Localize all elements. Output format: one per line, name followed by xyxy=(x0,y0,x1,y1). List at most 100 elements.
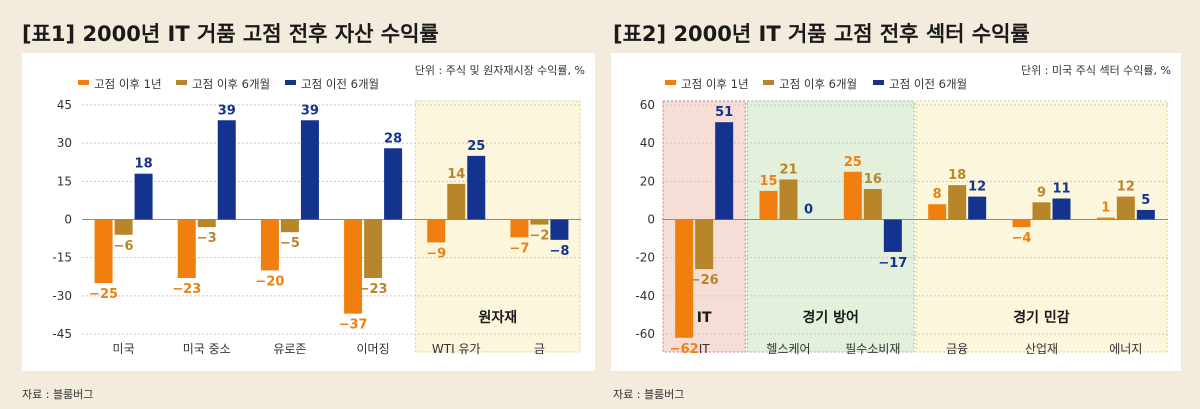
legend-swatch xyxy=(176,80,187,85)
chart1-svg: 원자재 45 30 15 0 -15 -30 -45 단위 : 주식 및 원자재시장 수익률, … xyxy=(52,64,585,356)
bar xyxy=(550,219,569,240)
y-tick-label: 15 xyxy=(57,174,72,188)
data-label: 14 xyxy=(447,167,465,182)
bar xyxy=(1032,202,1051,220)
data-label: 12 xyxy=(1117,180,1135,195)
x-tick-label: 금융 xyxy=(946,342,968,356)
bar xyxy=(177,219,196,279)
bar xyxy=(863,188,882,220)
bar xyxy=(197,219,216,228)
x-tick-label: 미국 중소 xyxy=(183,342,231,356)
bar xyxy=(300,120,319,220)
data-label: −4 xyxy=(1012,231,1032,246)
data-label: 18 xyxy=(135,157,153,172)
data-label: −23 xyxy=(359,282,388,297)
bar xyxy=(715,122,734,220)
group-label: 경기 민감 xyxy=(1013,309,1070,326)
data-label: 25 xyxy=(844,155,862,170)
chart2-source: 자료 : 블룸버그 xyxy=(613,388,685,401)
chart2-panel: IT 경기 방어 경기 민감 60 40 20 0 -20 -40 -60 단위 : 미국 주식 섹… xyxy=(611,53,1181,371)
bar xyxy=(447,183,466,220)
data-label: −26 xyxy=(690,273,719,288)
y-tick-label: -30 xyxy=(52,289,72,303)
legend-label: 고점 이후 6개월 xyxy=(192,77,270,91)
bar xyxy=(968,196,987,220)
bar xyxy=(1096,217,1115,220)
x-tick-label: WTI 유가 xyxy=(432,342,481,356)
legend-swatch xyxy=(873,80,884,85)
data-label: −17 xyxy=(878,256,907,271)
x-tick-label: IT xyxy=(699,342,711,356)
x-tick-label: 금 xyxy=(534,342,545,356)
legend-label: 고점 이전 6개월 xyxy=(301,77,379,91)
data-label: −9 xyxy=(426,246,446,261)
legend-label: 고점 이후 6개월 xyxy=(779,77,857,91)
y-tick-label: 30 xyxy=(57,136,72,150)
legend-swatch xyxy=(78,80,89,85)
bar xyxy=(94,219,113,284)
x-tick-label: 에너지 xyxy=(1109,342,1142,356)
bar xyxy=(467,155,486,220)
x-tick-label: 필수소비재 xyxy=(845,342,900,356)
y-tick-label: 60 xyxy=(640,98,655,112)
bar xyxy=(280,219,299,233)
data-label: −2 xyxy=(529,229,549,244)
x-tick-label: 유로존 xyxy=(273,342,306,356)
legend-swatch xyxy=(763,80,774,85)
data-label: 28 xyxy=(384,131,402,146)
bar xyxy=(883,219,902,252)
bar xyxy=(779,179,798,220)
chart1-source: 자료 : 블룸버그 xyxy=(22,388,94,401)
bar xyxy=(1116,196,1135,220)
data-label: 0 xyxy=(804,203,813,218)
chart1-panel: 원자재 45 30 15 0 -15 -30 -45 단위 : 주식 및 원자재시장 수익률, … xyxy=(22,53,595,371)
bar xyxy=(364,219,383,279)
bar xyxy=(260,219,279,271)
bar xyxy=(1136,209,1155,220)
data-label: 9 xyxy=(1037,185,1046,200)
bar xyxy=(530,219,549,225)
bar xyxy=(843,171,862,220)
x-tick-label: 이머징 xyxy=(357,342,390,356)
legend-swatch xyxy=(285,80,296,85)
chart1-title: [표1] 2000년 IT 거품 고점 전후 자산 수익률 xyxy=(22,22,439,46)
y-tick-label: 0 xyxy=(64,213,72,227)
data-label: 15 xyxy=(759,174,777,189)
group-label: IT xyxy=(697,310,712,326)
bar xyxy=(759,190,778,220)
data-label: −37 xyxy=(339,318,368,333)
bar xyxy=(344,219,363,314)
y-tick-label: -15 xyxy=(52,251,72,265)
data-label: 39 xyxy=(218,103,236,118)
data-label: 16 xyxy=(864,172,882,187)
y-tick-label: -45 xyxy=(52,327,72,341)
data-label: −6 xyxy=(114,239,134,254)
data-label: −62 xyxy=(670,342,699,357)
y-tick-label: 20 xyxy=(640,174,655,188)
data-label: 21 xyxy=(779,162,797,177)
bar xyxy=(1012,219,1031,228)
bar xyxy=(114,219,133,235)
bar xyxy=(217,120,236,220)
x-tick-label: 미국 xyxy=(113,342,135,356)
y-tick-label: -20 xyxy=(635,251,655,265)
bar xyxy=(134,173,153,220)
data-label: 12 xyxy=(968,180,986,195)
group-label: 경기 방어 xyxy=(802,309,858,326)
data-label: 51 xyxy=(715,105,733,120)
bar xyxy=(384,148,403,220)
bar xyxy=(510,219,529,238)
y-tick-label: 40 xyxy=(640,136,655,150)
data-label: 8 xyxy=(933,187,942,202)
data-label: −23 xyxy=(172,282,201,297)
legend-swatch xyxy=(665,80,676,85)
data-label: 25 xyxy=(467,139,485,154)
y-tick-label: 45 xyxy=(57,98,72,112)
data-label: 5 xyxy=(1141,193,1150,208)
data-label: 18 xyxy=(948,168,966,183)
chart2-svg: IT 경기 방어 경기 민감 60 40 20 0 -20 -40 -60 단위 : 미국 주식 섹… xyxy=(635,64,1171,357)
unit-note: 단위 : 주식 및 원자재시장 수익률, % xyxy=(415,64,585,77)
legend-label: 고점 이후 1년 xyxy=(681,77,749,91)
data-label: 11 xyxy=(1052,182,1070,197)
bar xyxy=(928,204,947,220)
